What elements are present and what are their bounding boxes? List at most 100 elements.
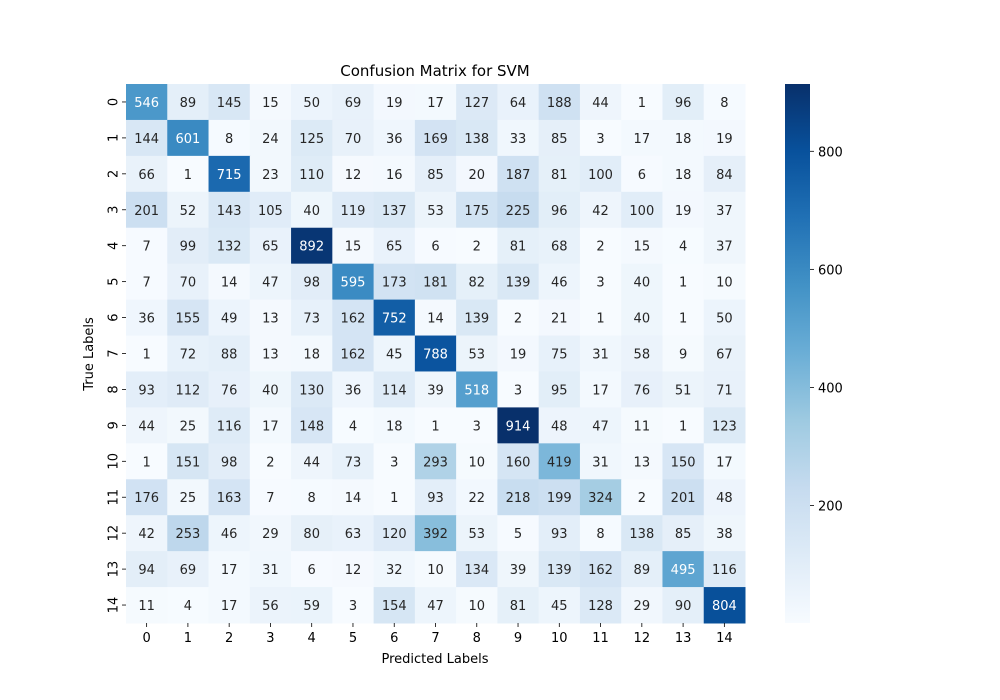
heatmap-cell [621, 443, 663, 480]
heatmap-cell [208, 551, 251, 588]
cell-value-label: 11 [138, 599, 155, 614]
cell-value-label: 324 [588, 491, 613, 506]
cell-value-label: 49 [221, 312, 238, 327]
cell-value-label: 24 [262, 132, 279, 147]
heatmap-cell [126, 371, 168, 408]
heatmap-cell [208, 407, 251, 444]
cell-value-label: 187 [506, 168, 531, 183]
heatmap-cell [208, 155, 251, 193]
heatmap-cell [332, 299, 375, 337]
cell-value-label: 85 [551, 132, 568, 147]
cell-value-label: 13 [634, 455, 651, 470]
cell-value-label: 36 [386, 132, 403, 147]
heatmap-cell [167, 479, 210, 516]
cell-value-label: 71 [716, 383, 733, 398]
heatmap-cell [538, 155, 581, 193]
y-axis-label: True Labels [82, 317, 97, 392]
heatmap-cell [291, 191, 333, 229]
cell-value-label: 1 [142, 455, 150, 470]
cell-value-label: 139 [547, 563, 572, 578]
cell-value-label: 44 [592, 96, 609, 111]
cell-value-label: 31 [592, 455, 609, 470]
cell-value-label: 1 [679, 312, 687, 327]
cell-value-label: 96 [551, 204, 568, 219]
cell-value-label: 116 [712, 563, 737, 578]
heatmap-cell [497, 263, 540, 301]
cell-value-label: 110 [299, 168, 324, 183]
cell-value-label: 105 [258, 204, 283, 219]
heatmap-cell [579, 371, 622, 408]
heatmap-cell [579, 335, 622, 372]
cell-value-label: 11 [634, 419, 651, 434]
heatmap-cell [373, 119, 416, 157]
cell-value-label: 93 [138, 383, 155, 398]
cell-value-label: 17 [592, 383, 609, 398]
cell-value-label: 95 [551, 383, 568, 398]
heatmap-cell [456, 587, 498, 624]
cell-value-label: 201 [671, 491, 696, 506]
cell-value-label: 73 [345, 455, 362, 470]
heatmap-cell [291, 119, 333, 157]
cell-value-label: 143 [217, 204, 242, 219]
cell-value-label: 518 [464, 383, 489, 398]
cell-value-label: 50 [716, 312, 733, 327]
cell-value-label: 68 [551, 240, 568, 255]
heatmap-cell [167, 119, 210, 157]
cell-value-label: 18 [675, 132, 692, 147]
heatmap-cell [332, 407, 375, 444]
heatmap-cell [291, 299, 333, 337]
heatmap-cell [456, 515, 498, 552]
heatmap-cell [456, 299, 498, 337]
cell-value-label: 3 [596, 132, 604, 147]
cell-value-label: 2 [514, 312, 522, 327]
cell-value-label: 85 [675, 527, 692, 542]
y-tick-label: 10 [107, 453, 122, 470]
cell-value-label: 94 [138, 563, 155, 578]
heatmap-cell [332, 335, 375, 372]
cell-value-label: 1 [596, 312, 604, 327]
cell-value-label: 75 [551, 348, 568, 363]
heatmap-cell [167, 515, 210, 552]
cell-value-label: 112 [175, 383, 200, 398]
colorbar-ticks: 200 400 600 800 [810, 145, 843, 515]
cell-value-label: 12 [345, 168, 362, 183]
heatmap-cell [291, 371, 333, 408]
heatmap-cell [538, 371, 581, 408]
cell-value-label: 90 [675, 599, 692, 614]
cell-value-label: 46 [221, 527, 238, 542]
cell-value-label: 116 [217, 419, 242, 434]
heatmap-cell [414, 407, 457, 444]
heatmap-cell [621, 371, 663, 408]
x-tick-label: 4 [308, 631, 316, 646]
cell-value-label: 3 [514, 383, 522, 398]
cell-value-label: 8 [596, 527, 604, 542]
heatmap-cell [208, 515, 251, 552]
y-tick-label: 6 [107, 313, 122, 321]
heatmap-cell [332, 263, 375, 301]
heatmap-cell [538, 227, 581, 265]
heatmap-cell [456, 443, 498, 480]
x-tick-label: 9 [514, 631, 522, 646]
cell-value-label: 53 [468, 527, 485, 542]
heatmap-cell [703, 119, 746, 157]
cell-value-label: 1 [431, 419, 439, 434]
heatmap-cell [662, 551, 705, 588]
heatmap-cell [662, 119, 705, 157]
heatmap-cell [208, 479, 251, 516]
cell-value-label: 125 [299, 132, 324, 147]
cell-value-label: 14 [345, 491, 362, 506]
cell-value-label: 7 [266, 491, 274, 506]
cell-value-label: 22 [468, 491, 485, 506]
heatmap-cell [332, 84, 375, 121]
heatmap-cell [497, 119, 540, 157]
heatmap-cell [662, 227, 705, 265]
cell-value-label: 419 [547, 455, 572, 470]
heatmap-cell [621, 263, 663, 301]
cell-value-label: 181 [423, 276, 448, 291]
cell-value-label: 82 [468, 276, 485, 291]
cell-value-label: 66 [138, 168, 155, 183]
heatmap-cell [291, 443, 333, 480]
heatmap-cell [249, 371, 292, 408]
heatmap-cell [126, 155, 168, 193]
